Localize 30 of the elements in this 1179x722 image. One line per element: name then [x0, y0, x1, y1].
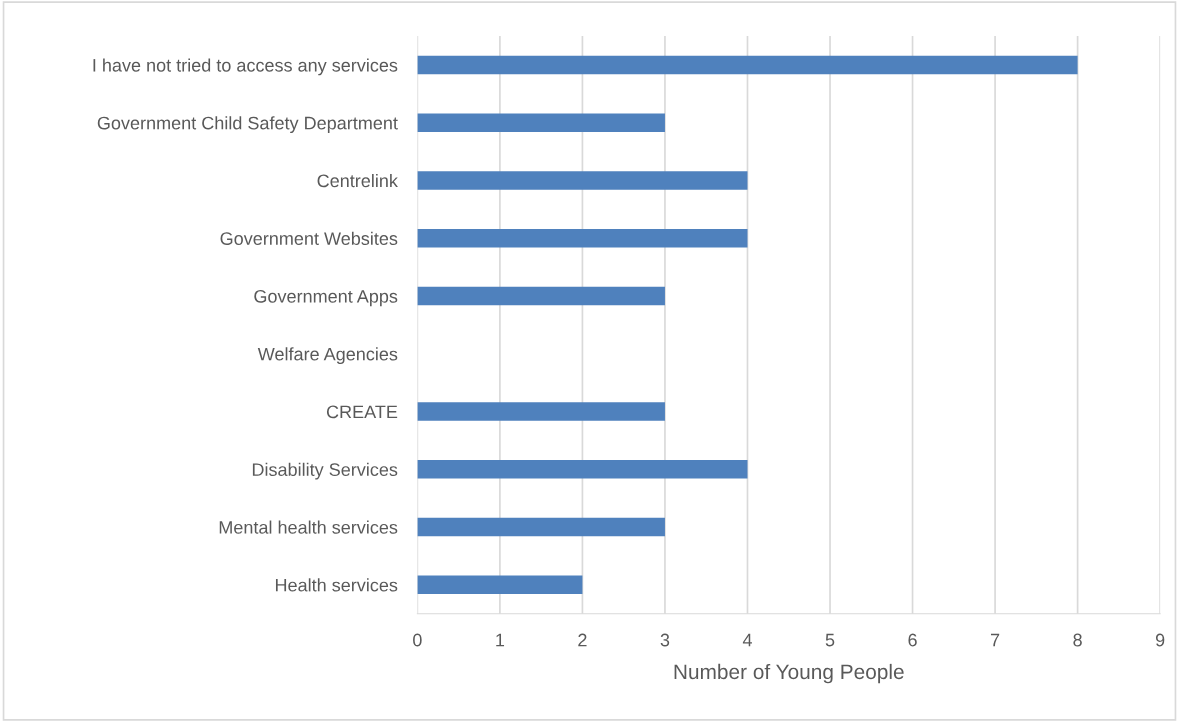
y-tick-label: CREATE: [326, 405, 398, 419]
bar: [417, 402, 665, 421]
bar: [417, 517, 665, 537]
bar: [417, 229, 748, 248]
x-tick-label: 5: [825, 633, 835, 647]
y-tick-label: Welfare Agencies: [257, 347, 398, 365]
x-tick-label: 0: [413, 633, 422, 647]
x-tick-label: 9: [1155, 633, 1165, 647]
x-axis-title: Number of Young People: [674, 663, 904, 684]
bar: [417, 55, 1078, 75]
y-tick-label: Centrelink: [317, 173, 398, 188]
y-tick-label: Government Apps: [254, 289, 398, 307]
x-tick-label: 6: [908, 633, 917, 647]
x-tick-label: 7: [990, 633, 1000, 647]
bar: [417, 460, 748, 479]
bar: [417, 575, 583, 595]
x-tick-label: 3: [660, 633, 670, 647]
x-tick-label: 1: [496, 633, 505, 647]
y-tick-label: Disability Services: [252, 462, 398, 480]
x-tick-label: 8: [1073, 633, 1082, 647]
y-tick-label: I have not tried to access any services: [93, 58, 398, 76]
x-tick-label: 4: [742, 633, 752, 647]
y-tick-label: Mental health services: [219, 520, 398, 534]
bar: [417, 171, 748, 190]
y-tick-label: Health services: [275, 578, 398, 592]
x-tick-label: 2: [578, 633, 587, 647]
bar: [417, 113, 665, 132]
y-tick-label: Government Child Safety Department: [97, 116, 398, 134]
bar: [417, 286, 665, 306]
y-tick-label: Government Websites: [220, 231, 398, 245]
